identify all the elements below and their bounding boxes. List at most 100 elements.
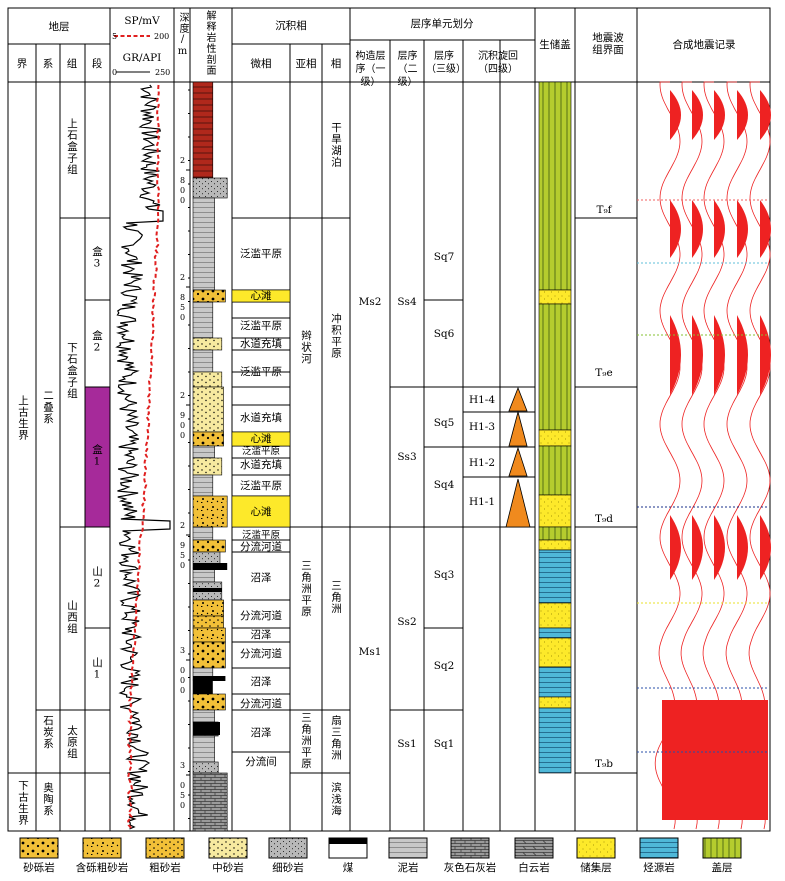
coal-layer (193, 588, 222, 592)
depth-tick-label: 2 850 (178, 273, 187, 323)
facies-fan-delta: 扇三角洲 (330, 715, 342, 761)
microfacies-label: 泛滥平原 (241, 530, 281, 541)
t9e-label: T₉e (595, 367, 613, 379)
t9b-label: T₉b (595, 758, 613, 770)
xi-ordovician: 奥陶系 (42, 782, 54, 817)
reservoir-layer (538, 602, 572, 629)
seismic-peak (714, 515, 725, 580)
legend (19, 837, 742, 859)
sq5-label: Sq5 (433, 417, 455, 429)
lithology-layer (192, 81, 214, 179)
legend-swatch (82, 837, 122, 859)
synthetic-seismogram (637, 81, 771, 830)
facies-alluvial: 冲积平原 (330, 313, 342, 359)
seismic-peak (714, 200, 725, 258)
legend-swatch (576, 837, 616, 859)
seismic-peak (737, 515, 748, 580)
lithology-layer (192, 526, 214, 541)
microfacies-label: 沼泽 (250, 727, 272, 739)
facies-delta: 三角洲 (330, 580, 342, 615)
xi-permian: 二叠系 (42, 390, 54, 425)
seismic-peak-block (662, 700, 768, 820)
sq6-label: Sq6 (433, 328, 455, 340)
seismic-peak (714, 90, 725, 140)
seismic-peak (760, 200, 771, 258)
reservoir-layer (538, 707, 572, 774)
reservoir-layer (538, 539, 572, 551)
lithology-layer (192, 772, 228, 832)
sq3-label: Sq3 (433, 569, 455, 581)
coal-layer (193, 722, 220, 735)
reservoir-column (538, 81, 572, 774)
lithology-layer (192, 567, 215, 583)
duan-he2: 盒2 (91, 330, 103, 355)
reservoir-layer (538, 81, 572, 291)
duan-shan2: 山2 (91, 566, 103, 591)
seismic-peak (760, 90, 771, 140)
coal-layer (193, 676, 226, 681)
facies-shore: 滨浅海 (330, 782, 342, 817)
duan-shan1: 山1 (91, 657, 103, 682)
microfacies-label: 心滩 (250, 290, 272, 302)
legend-label: 灰色石灰岩 (443, 862, 497, 874)
lithology-layer (192, 615, 224, 629)
microfacies-header: 微相 (250, 58, 272, 70)
microfacies-label: 心滩 (250, 506, 272, 518)
microfacies-label: 泛滥平原 (240, 366, 282, 378)
sp-max: 200 (154, 32, 170, 41)
jie-upper: 上古生界 (17, 395, 29, 441)
legend-swatch (639, 837, 679, 859)
legend-label: 储集层 (580, 862, 612, 874)
ss1-label: Ss1 (397, 738, 417, 750)
strata-header: 地层 (48, 21, 70, 33)
legend-swatch (19, 837, 59, 859)
lithology-layer (192, 197, 215, 291)
seismic-header: 地震波组界面 (592, 32, 624, 56)
lithology-layer (192, 386, 224, 433)
microfacies-label: 水道充填 (240, 338, 282, 350)
microfacies-label: 分流河道 (240, 541, 282, 553)
lithology-layer (192, 349, 214, 373)
legend-swatch (702, 837, 742, 859)
jie-lower: 下古生界 (17, 780, 29, 826)
seismic-peak (692, 90, 703, 140)
sp-header: SP/mV (124, 15, 160, 27)
lithology-layer (192, 337, 223, 351)
zu-lower-shihezi: 下石盒子组 (66, 342, 78, 400)
lithology-layer (192, 177, 228, 199)
h1-1-label: H1-1 (468, 496, 496, 508)
coal-layer (193, 563, 228, 570)
lithology-layer (192, 627, 226, 643)
sq2-label: Sq2 (433, 660, 455, 672)
reservoir-layer (538, 549, 572, 604)
reservoir-layer (538, 627, 572, 639)
reservoir-layer (538, 666, 572, 698)
lithology-layer (192, 599, 224, 617)
duan-he3: 盒3 (91, 246, 103, 271)
subfacies-braided: 辫状河 (300, 330, 312, 365)
gr-header: GR/API (122, 52, 162, 64)
lithology-column (192, 81, 228, 832)
microfacies-label: 沼泽 (250, 572, 272, 584)
lithology-layer (192, 709, 215, 723)
lithology-header: 解释岩性剖面 (204, 10, 215, 76)
legend-label: 细砂岩 (272, 862, 304, 874)
zu-header: 组 (66, 58, 78, 70)
microfacies-label: 沼泽 (250, 676, 272, 688)
microfacies-label: 分流间 (245, 756, 277, 768)
reservoir-layer (538, 445, 572, 496)
legend-label: 烃源岩 (643, 862, 675, 874)
sq7-label: Sq7 (433, 251, 455, 263)
h1-4-label: H1-4 (468, 394, 496, 406)
microfacies-label: 水道充填 (240, 459, 282, 471)
t9f-label: T₉f (596, 204, 612, 216)
facies-header: 沉积相 (275, 20, 307, 32)
cycle-triangles (505, 386, 531, 528)
seq2-header: 层序（二级） (397, 51, 418, 88)
cycle4-header: 沉积旋回（四级） (478, 51, 518, 75)
legend-label: 盖层 (711, 862, 733, 874)
lithology-layer (192, 289, 226, 303)
gr-max: 250 (155, 68, 171, 77)
tectonic-header: 构造层序（一级） (355, 51, 386, 88)
seismic-peak (670, 200, 681, 258)
